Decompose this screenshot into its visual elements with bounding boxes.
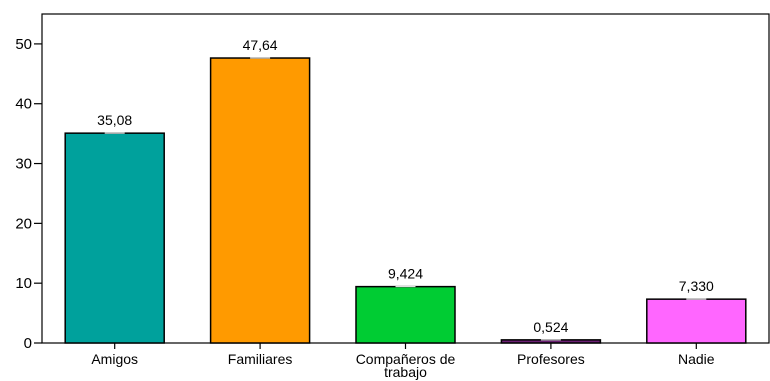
y-tick-label: 0: [24, 335, 32, 352]
bar-familiares: [209, 57, 311, 344]
y-tick-label: 40: [15, 96, 32, 113]
category-label-line: Profesores: [517, 351, 585, 367]
category-label-line: Nadie: [678, 351, 715, 367]
category-label-line: Compañeros de: [356, 351, 456, 367]
category-label-line: Amigos: [91, 351, 138, 367]
x-axis: Amigos Familiares Compañeros de trabajo Prof…: [91, 343, 715, 380]
bar-compañeros-de-trabajo: [355, 285, 456, 344]
bars: [64, 57, 747, 344]
value-label: 9,424: [388, 266, 423, 282]
category-label: Profesores: [517, 351, 585, 367]
category-label: Amigos: [91, 351, 138, 367]
bar-nadie: [646, 298, 747, 344]
value-labels: 35,08 47,64 9,424 0,524 7,330: [97, 37, 714, 335]
category-label-line: Familiares: [228, 351, 293, 367]
value-label: 35,08: [97, 112, 132, 128]
value-label: 7,330: [679, 278, 714, 294]
y-tick-label: 10: [15, 275, 32, 292]
y-tick-label: 30: [15, 156, 32, 173]
y-tick-label: 50: [15, 36, 32, 53]
category-label: Compañeros de trabajo: [356, 351, 456, 380]
y-axis: 0 10 20 30 40 50: [15, 36, 42, 352]
category-label: Nadie: [678, 351, 715, 367]
category-label: Familiares: [228, 351, 293, 367]
value-label: 0,524: [533, 319, 568, 335]
value-label: 47,64: [243, 37, 278, 53]
bar-amigos: [64, 132, 165, 344]
category-label-line: trabajo: [384, 364, 427, 380]
y-tick-label: 20: [15, 215, 32, 232]
